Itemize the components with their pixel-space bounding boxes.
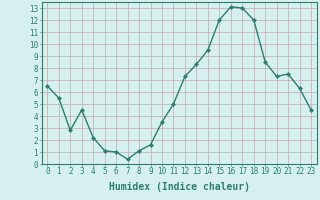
X-axis label: Humidex (Indice chaleur): Humidex (Indice chaleur) [109,182,250,192]
